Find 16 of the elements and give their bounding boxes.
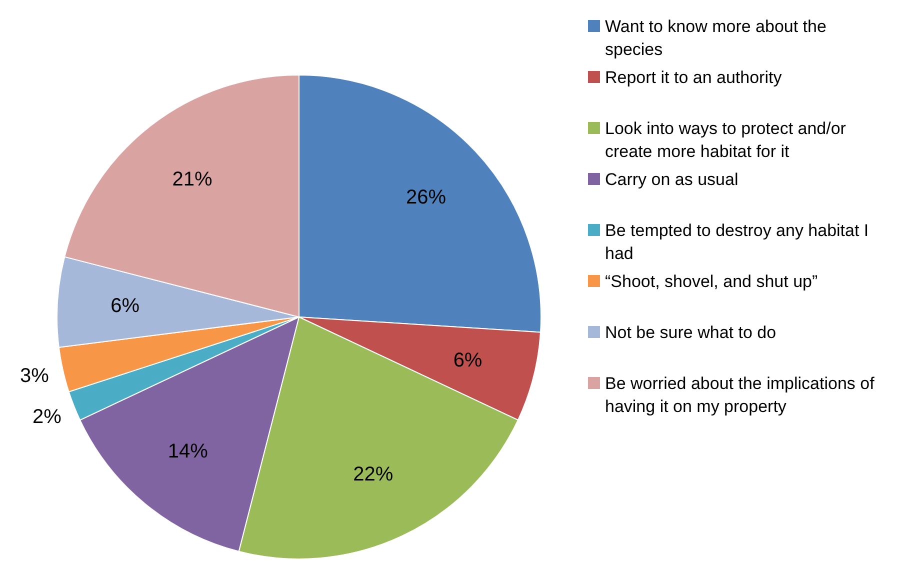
data-label: 26% [406,186,446,209]
legend-label: Be worried about the implications of having it on my property [605,374,875,416]
legend-label: Carry on as usual [605,170,738,188]
data-label: 21% [172,168,212,190]
data-label: 3% [20,365,50,388]
legend-label: Look into ways to protect and/or create more habitat for it [605,118,846,160]
legend-label: Report it to an authority [605,68,782,86]
data-label: 14% [168,440,208,462]
legend-label: Want to know more about the species [605,16,826,58]
data-label: 2% [32,406,62,428]
legend-label: Be tempted to destroy any habitat I had [605,220,869,262]
data-label: 6% [110,295,140,318]
legend-label: “Shoot, shovel, and shut up” [605,272,818,290]
data-label: 22% [353,464,394,486]
legend-label: Not be sure what to do [605,322,776,342]
data-label: 6% [453,349,482,372]
